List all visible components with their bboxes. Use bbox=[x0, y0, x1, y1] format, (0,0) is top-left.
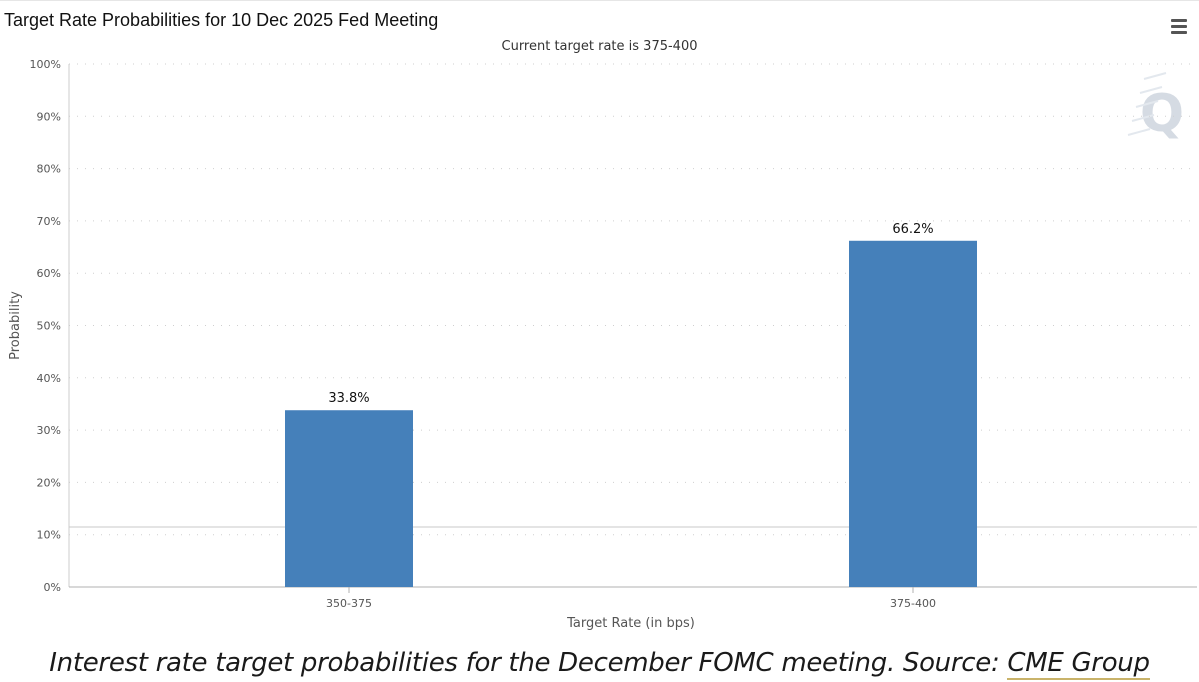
y-tick-label: 50% bbox=[37, 320, 61, 333]
watermark-stroke bbox=[1139, 86, 1163, 94]
x-tick-label: 375-400 bbox=[890, 597, 936, 610]
y-tick-label: 100% bbox=[30, 58, 61, 71]
y-tick-label: 40% bbox=[37, 372, 61, 385]
bar-chart: Q 0% 10% 20% 30% 40% 50% 60% 70% 80% 90% 100% 33.8% 3… bbox=[8, 58, 1197, 631]
x-axis-title: Target Rate (in bps) bbox=[566, 616, 695, 631]
y-tick-label: 20% bbox=[37, 476, 61, 489]
y-tick-label: 30% bbox=[37, 424, 61, 437]
watermark-stroke bbox=[1131, 114, 1155, 122]
bar-375-400[interactable] bbox=[849, 240, 977, 588]
y-tick-label: 10% bbox=[37, 529, 61, 542]
chart-subtitle: Current target rate is 375-400 bbox=[501, 39, 698, 54]
bar-350-375[interactable] bbox=[285, 410, 413, 587]
watermark-logo: Q bbox=[1140, 84, 1184, 144]
y-tick-label: 70% bbox=[37, 215, 61, 228]
y-tick-label: 90% bbox=[37, 110, 61, 123]
watermark-stroke bbox=[1143, 72, 1167, 80]
y-axis-title: Probability bbox=[8, 291, 23, 360]
caption-text: Interest rate target probabilities for t… bbox=[49, 648, 1008, 678]
hamburger-menu-icon[interactable] bbox=[1166, 15, 1192, 37]
chart-container: Q 0% 10% 20% 30% 40% 50% 60% 70% 80% 90% 100% 33.8% 3… bbox=[0, 0, 1199, 631]
source-link[interactable]: CME Group bbox=[1007, 648, 1150, 680]
x-tick-label: 350-375 bbox=[326, 597, 372, 610]
chart-title: Target Rate Probabilities for 10 Dec 202… bbox=[4, 10, 439, 30]
y-tick-label: 60% bbox=[37, 267, 61, 280]
data-label: 33.8% bbox=[328, 391, 369, 406]
data-label: 66.2% bbox=[892, 222, 933, 237]
y-tick-label: 0% bbox=[44, 581, 61, 594]
watermark-stroke bbox=[1127, 128, 1151, 136]
image-caption: Interest rate target probabilities for t… bbox=[0, 644, 1199, 682]
y-tick-label: 80% bbox=[37, 163, 61, 176]
watermark-stroke bbox=[1135, 100, 1159, 108]
